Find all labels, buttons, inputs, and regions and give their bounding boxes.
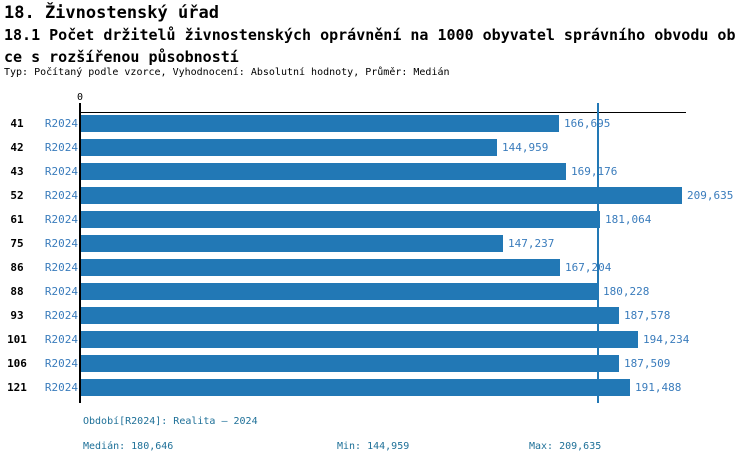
bar-value-label: 209,635	[687, 189, 734, 202]
chart-row: 86 R2024 167,204	[0, 259, 750, 276]
max-stat-label: Max: 209,635	[529, 441, 602, 452]
chart-row: 75 R2024 147,237	[0, 235, 750, 252]
chart-row: 106 R2024 187,509	[0, 355, 750, 372]
chart-row: 41 R2024 166,695	[0, 115, 750, 132]
chart-row: 121 R2024 191,488	[0, 379, 750, 396]
row-category-label: 75	[10, 237, 24, 250]
min-stat-label: Min: 144,959	[337, 441, 410, 452]
row-period-label: R2024	[44, 333, 78, 346]
row-category-label: 42	[10, 141, 24, 154]
bar	[81, 259, 560, 276]
bar	[81, 355, 619, 372]
row-category-label: 88	[10, 285, 24, 298]
period-label: Období[R2024]: Realita – 2024	[83, 416, 258, 427]
bar-value-label: 194,234	[643, 333, 690, 346]
x-axis-zero-label: 0	[76, 92, 84, 103]
median-stat-label: Medián: 180,646	[83, 441, 174, 452]
row-category-label: 106	[7, 357, 27, 370]
y-axis-line	[79, 103, 81, 403]
report-meta-line: Typ: Počítaný podle vzorce, Vyhodnocení:…	[4, 67, 450, 78]
bar-value-label: 187,578	[624, 309, 671, 322]
row-period-label: R2024	[44, 165, 78, 178]
bar-value-label: 166,695	[564, 117, 611, 130]
chart-row: 93 R2024 187,578	[0, 307, 750, 324]
bar	[81, 115, 559, 132]
x-axis-line	[80, 112, 686, 113]
row-category-label: 41	[10, 117, 24, 130]
page-title: 18. Živnostenský úřad	[4, 3, 219, 23]
bar	[81, 307, 619, 324]
row-period-label: R2024	[44, 309, 78, 322]
bar	[81, 283, 598, 300]
chart-row: 52 R2024 209,635	[0, 187, 750, 204]
bar	[81, 139, 497, 156]
row-category-label: 52	[10, 189, 24, 202]
row-period-label: R2024	[44, 117, 78, 130]
chart-row: 43 R2024 169,176	[0, 163, 750, 180]
page-subtitle-line1: 18.1 Počet držitelů živnostenských opráv…	[4, 26, 736, 44]
median-line	[597, 103, 599, 403]
chart-row: 61 R2024 181,064	[0, 211, 750, 228]
bar	[81, 211, 600, 228]
row-category-label: 101	[7, 333, 27, 346]
row-category-label: 61	[10, 213, 24, 226]
bar-value-label: 144,959	[502, 141, 549, 154]
bar	[81, 379, 630, 396]
row-period-label: R2024	[44, 213, 78, 226]
row-period-label: R2024	[44, 261, 78, 274]
bar	[81, 235, 503, 252]
chart-row: 88 R2024 180,228	[0, 283, 750, 300]
row-category-label: 86	[10, 261, 24, 274]
bar	[81, 331, 638, 348]
row-period-label: R2024	[44, 141, 78, 154]
bar-value-label: 169,176	[571, 165, 618, 178]
row-period-label: R2024	[44, 285, 78, 298]
chart-row: 101 R2024 194,234	[0, 331, 750, 348]
row-category-label: 121	[7, 381, 27, 394]
row-category-label: 43	[10, 165, 24, 178]
bar	[81, 187, 682, 204]
bar-value-label: 167,204	[565, 261, 612, 274]
row-period-label: R2024	[44, 237, 78, 250]
bar-value-label: 191,488	[635, 381, 682, 394]
bar-value-label: 180,228	[603, 285, 650, 298]
bar-value-label: 181,064	[605, 213, 652, 226]
row-period-label: R2024	[44, 381, 78, 394]
row-period-label: R2024	[44, 189, 78, 202]
row-category-label: 93	[10, 309, 24, 322]
bar-value-label: 187,509	[624, 357, 671, 370]
row-period-label: R2024	[44, 357, 78, 370]
bar	[81, 163, 566, 180]
bar-value-label: 147,237	[508, 237, 555, 250]
page-subtitle-line2: ce s rozšířenou působností	[4, 48, 239, 66]
chart-row: 42 R2024 144,959	[0, 139, 750, 156]
